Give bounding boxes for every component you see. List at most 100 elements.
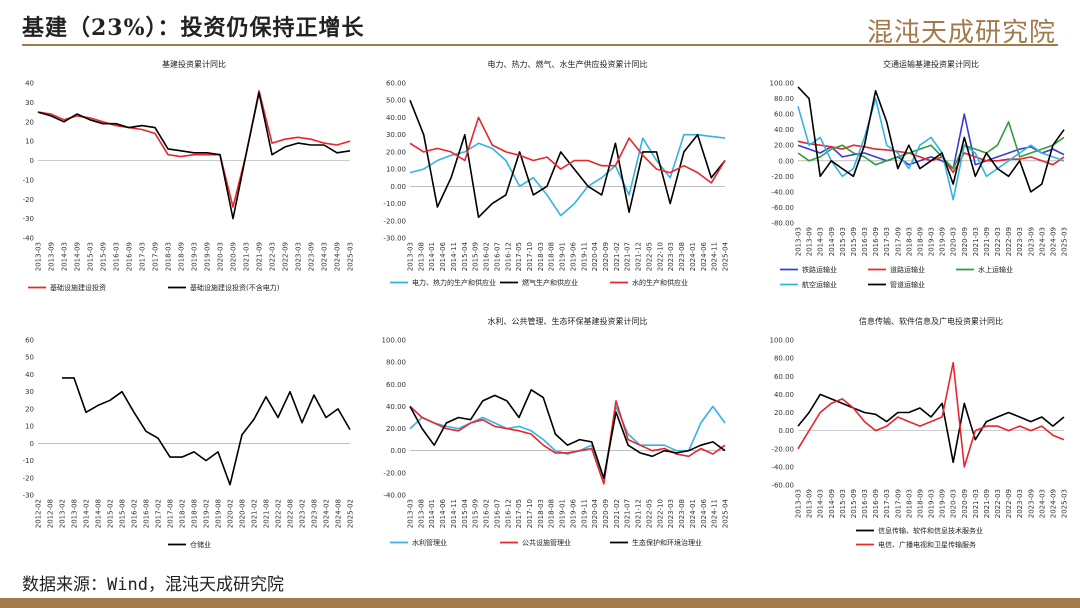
series-line: [37, 90, 351, 208]
x-tick-label: 2013-03: [407, 242, 415, 271]
x-tick-label: 2020-04: [591, 498, 599, 528]
x-tick-label: 2014-11: [450, 499, 458, 528]
y-tick-label: 60.00: [386, 381, 406, 389]
x-tick-label: 2025-03: [1061, 227, 1069, 256]
series-line: [409, 99, 726, 219]
x-tick-label: 2017-09: [152, 242, 160, 271]
x-tick-label: 2017-09: [894, 489, 902, 518]
x-tick-label: 2013-03: [407, 499, 415, 528]
x-tick-label: 2013-03: [795, 489, 803, 518]
brand-logo: 混沌天成研究院: [866, 18, 1056, 48]
x-tick-label: 2019-09: [939, 227, 947, 256]
x-tick-label: 2017-10: [526, 242, 534, 271]
y-tick-label: -60.00: [771, 204, 794, 212]
y-tick-label: 60.00: [774, 373, 794, 381]
x-tick-label: 2020-08: [239, 499, 247, 528]
y-tick-label: 40.00: [386, 403, 406, 411]
x-tick-label: 2015-04: [461, 498, 469, 528]
x-tick-label: 2022-03: [994, 489, 1002, 518]
x-tick-label: 2023-03: [667, 242, 675, 271]
x-tick-label: 2014-03: [817, 489, 825, 518]
x-tick-label: 2022-05: [645, 242, 653, 271]
x-tick-label: 2023-02: [299, 499, 307, 528]
y-tick-label: 0.00: [778, 157, 794, 165]
x-tick-label: 2025-04: [722, 498, 730, 528]
y-tick-label: -30: [23, 492, 34, 500]
series-line: [62, 377, 351, 486]
x-tick-label: 2015-09: [100, 242, 108, 271]
y-tick-label: -40: [23, 235, 34, 243]
x-tick-label: 2019-02: [203, 499, 211, 528]
legend-label: 水的生产和供应业: [632, 278, 688, 287]
y-tick-label: -40.00: [771, 463, 794, 471]
x-tick-label: 2021-02: [613, 499, 621, 528]
series-line: [409, 116, 726, 184]
chart-transport-investment: 交通运输基建投资累计同比 100.00 80.00 60.00 40.00 20.00 0.…: [770, 59, 1069, 289]
y-tick-label: 10.00: [386, 166, 406, 174]
y-tick-label: -30.00: [383, 235, 406, 243]
x-tick-label: 2020-09: [602, 499, 610, 528]
chart-title: 信息传输、软件信息及广电投资累计同比: [859, 316, 1003, 326]
x-tick-label: 2021-02: [613, 242, 621, 271]
x-tick-label: 2025-04: [722, 241, 730, 271]
legend-label: 仓储业: [190, 540, 211, 549]
chart-title: 电力、热力、燃气、水生产供应投资累计同比: [488, 59, 648, 69]
x-tick-label: 2022-09: [1005, 227, 1013, 256]
y-tick-label: -20.00: [383, 217, 406, 225]
y-tick-label: -60.00: [771, 482, 794, 490]
x-tick-label: 2024-09: [1049, 227, 1057, 256]
y-tick-label: 20.00: [774, 409, 794, 417]
chart-water-public-eco-investment: 水利、公共管理、生态环保基建投资累计同比 100.00 80.00 60.00 40.0…: [382, 316, 730, 547]
x-tick-label: 2025-03: [347, 242, 355, 271]
x-tick-label: 2024-06: [700, 498, 708, 528]
y-tick-label: 0.00: [390, 183, 406, 191]
y-tick-label: 40.00: [774, 391, 794, 399]
chart-info-software-investment: 信息传输、软件信息及广电投资累计同比 100.00 80.00 60.00 40.00 2…: [770, 316, 1069, 549]
legend-label: 电力、热力的生产和供应业: [412, 278, 496, 287]
series-line: [409, 133, 726, 217]
x-tick-label: 2023-08: [678, 499, 686, 528]
x-tick-label: 2021-12: [635, 499, 643, 528]
x-tick-label: 2022-10: [656, 242, 664, 271]
x-tick-label: 2018-08: [548, 242, 556, 271]
x-tick-label: 2014-09: [828, 227, 836, 256]
x-tick-label: 2015-08: [119, 499, 127, 528]
y-tick-label: 30: [25, 99, 34, 107]
x-tick-label: 2016-09: [872, 489, 880, 518]
y-tick-label: -10.00: [383, 200, 406, 208]
x-tick-label: 2020-09: [961, 489, 969, 518]
x-tick-label: 2024-03: [1038, 227, 1046, 256]
x-tick-label: 2016-03: [113, 242, 121, 271]
x-tick-label: 2017-10: [526, 499, 534, 528]
legend-label: 公共设施管理业: [522, 538, 571, 547]
x-tick-label: 2019-03: [928, 227, 936, 256]
x-tick-label: 2022-09: [1005, 489, 1013, 518]
x-tick-label: 2014-06: [439, 498, 447, 528]
x-tick-label: 2019-01: [559, 499, 567, 528]
x-tick-label: 2014-01: [428, 242, 436, 271]
y-tick-label: 100.00: [770, 80, 795, 88]
x-tick-label: 2018-08: [191, 499, 199, 528]
y-tick-label: 60.00: [774, 111, 794, 119]
x-tick-label: 2016-02: [131, 499, 139, 528]
x-tick-label: 2015-03: [839, 489, 847, 518]
x-tick-label: 2020-03: [950, 227, 958, 256]
y-tick-label: 20: [25, 405, 34, 413]
header-divider: [22, 44, 1058, 46]
x-tick-label: 2019-08: [215, 499, 223, 528]
x-tick-label: 2018-09: [916, 227, 924, 256]
x-tick-label: 2022-02: [275, 499, 283, 528]
x-tick-label: 2015-09: [472, 499, 480, 528]
x-tick-label: 2016-09: [872, 227, 880, 256]
x-tick-label: 2012-08: [47, 499, 55, 528]
series-line: [797, 361, 1065, 468]
y-tick-label: -20.00: [771, 173, 794, 181]
x-tick-label: 2021-09: [983, 489, 991, 518]
x-tick-label: 2014-03: [61, 242, 69, 271]
x-tick-label: 2014-08: [95, 499, 103, 528]
x-tick-label: 2021-03: [972, 227, 980, 256]
x-tick-label: 2023-03: [1016, 227, 1024, 256]
x-tick-label: 2019-09: [939, 489, 947, 518]
x-tick-label: 2018-03: [537, 242, 545, 271]
